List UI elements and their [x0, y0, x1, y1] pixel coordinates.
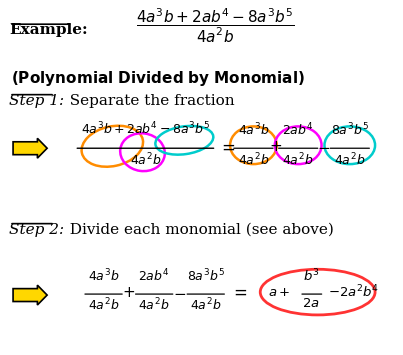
Text: $4a^2b$: $4a^2b$ — [334, 151, 366, 168]
Text: $8a^3b^5$: $8a^3b^5$ — [187, 268, 225, 284]
Text: $\dfrac{4a^3b + 2ab^4 - 8a^3b^5}{4a^2b}$: $\dfrac{4a^3b + 2ab^4 - 8a^3b^5}{4a^2b}$ — [136, 6, 295, 44]
FancyArrow shape — [13, 285, 47, 305]
Text: $4a^2b$: $4a^2b$ — [139, 297, 170, 314]
Text: $- 2a^2b^4$: $- 2a^2b^4$ — [328, 284, 379, 300]
Text: $4a^2b$: $4a^2b$ — [190, 297, 222, 314]
Text: $=$: $=$ — [218, 137, 236, 155]
Text: $4a^2b$: $4a^2b$ — [283, 151, 314, 168]
Text: Step 2:: Step 2: — [9, 223, 64, 237]
Text: $+$: $+$ — [269, 139, 283, 154]
Text: Example:: Example: — [9, 23, 88, 37]
Text: $=$: $=$ — [230, 283, 247, 301]
Text: $4a^2b$: $4a^2b$ — [238, 151, 269, 168]
Text: Separate the fraction: Separate the fraction — [60, 94, 235, 108]
Text: $a +$: $a +$ — [268, 285, 290, 299]
Text: $4a^3b + 2ab^4 - 8a^3b^5$: $4a^3b + 2ab^4 - 8a^3b^5$ — [81, 121, 210, 137]
Text: $4a^2b$: $4a^2b$ — [88, 297, 119, 314]
Text: $+$: $+$ — [122, 285, 135, 300]
Text: $\mathbf{(Polynomial\ Divided\ by\ Monomial)}$: $\mathbf{(Polynomial\ Divided\ by\ Monom… — [11, 69, 305, 88]
Text: $2a$: $2a$ — [302, 297, 320, 310]
Text: Step 1:: Step 1: — [9, 94, 64, 108]
Text: Divide each monomial (see above): Divide each monomial (see above) — [60, 223, 334, 237]
FancyArrow shape — [13, 138, 47, 158]
Text: $4a^2b$: $4a^2b$ — [130, 151, 161, 168]
Text: $-$: $-$ — [318, 139, 330, 154]
Text: $4a^3b$: $4a^3b$ — [88, 268, 119, 284]
Text: $2ab^4$: $2ab^4$ — [138, 268, 170, 284]
Text: $8a^3b^5$: $8a^3b^5$ — [331, 122, 369, 138]
Text: $4a^3b$: $4a^3b$ — [238, 122, 269, 138]
Text: $-$: $-$ — [173, 285, 187, 300]
Text: $2ab^4$: $2ab^4$ — [283, 122, 314, 138]
Text: $b^3$: $b^3$ — [303, 268, 319, 284]
